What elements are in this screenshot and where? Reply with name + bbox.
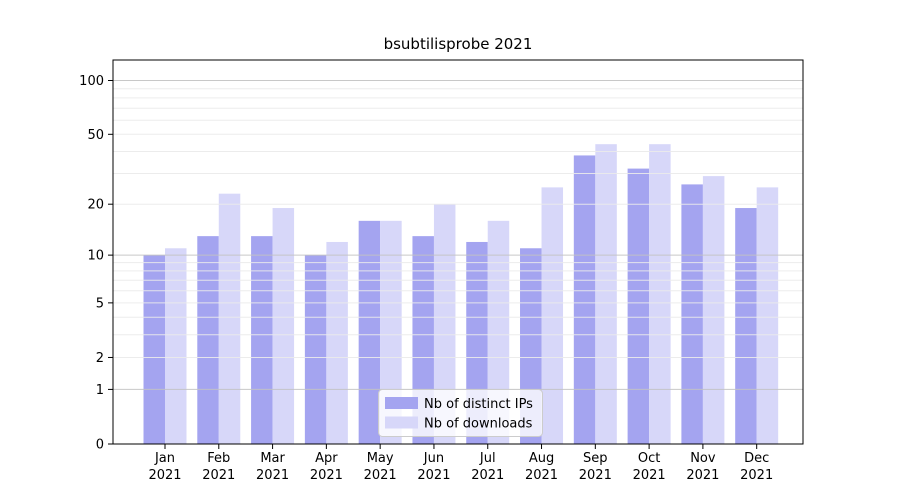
x-tick-label-year: 2021 xyxy=(310,468,343,483)
x-tick-label-year: 2021 xyxy=(256,468,289,483)
legend-label: Nb of distinct IPs xyxy=(424,397,533,412)
x-tick-label-month: Dec xyxy=(744,451,769,466)
bar-downloads-sep xyxy=(595,144,617,445)
y-tick-label: 0 xyxy=(96,438,104,453)
bar-downloads-jun xyxy=(433,204,456,444)
x-tick-label-month: Mar xyxy=(260,451,285,466)
x-tick-label-month: May xyxy=(367,451,394,466)
bar-downloads-dec xyxy=(756,187,779,445)
x-tick-label-year: 2021 xyxy=(633,468,666,483)
bar-downloads-nov xyxy=(702,176,725,444)
x-tick-label-month: Nov xyxy=(690,451,716,466)
x-tick-label-year: 2021 xyxy=(525,468,558,483)
axis-frame xyxy=(112,59,804,445)
bar-distinct-ips-sep xyxy=(573,155,596,445)
bar-distinct-ips-nov xyxy=(681,184,703,445)
bar-distinct-ips-may xyxy=(358,220,381,444)
y-tick-label: 50 xyxy=(87,128,104,143)
x-tick-label-year: 2021 xyxy=(686,468,719,483)
x-tick-label-month: Sep xyxy=(583,451,608,466)
x-tick-label-month: Oct xyxy=(638,451,660,466)
y-tick-label: 20 xyxy=(87,198,104,213)
x-tick-label-year: 2021 xyxy=(417,468,450,483)
bar-downloads-mar xyxy=(272,208,295,444)
y-tick-label: 2 xyxy=(96,351,104,366)
bar-downloads-apr xyxy=(326,241,348,444)
bar-distinct-ips-oct xyxy=(627,168,650,444)
bar-downloads-may xyxy=(380,220,402,444)
x-tick-label-year: 2021 xyxy=(148,468,181,483)
bar-downloads-oct xyxy=(649,144,671,445)
legend-swatch-distinct-ips xyxy=(385,397,418,409)
legend-box xyxy=(378,389,543,437)
x-tick-label-month: Jun xyxy=(423,451,444,466)
bar-downloads-jul xyxy=(487,220,510,444)
bar-distinct-ips-dec xyxy=(735,208,757,444)
bar-downloads-jan xyxy=(165,248,187,444)
y-tick-label: 100 xyxy=(79,74,104,89)
x-tick-label-month: Feb xyxy=(207,451,230,466)
x-tick-label-year: 2021 xyxy=(740,468,773,483)
y-tick-label: 1 xyxy=(96,383,104,398)
bar-distinct-ips-feb xyxy=(197,236,219,444)
bar-downloads-aug xyxy=(541,187,564,445)
bar-distinct-ips-jan xyxy=(143,255,165,444)
x-tick-label-year: 2021 xyxy=(202,468,235,483)
legend-label: Nb of downloads xyxy=(424,417,533,432)
legend-swatch-downloads xyxy=(385,416,418,429)
bar-distinct-ips-mar xyxy=(251,236,273,444)
y-tick-label: 5 xyxy=(96,296,104,311)
x-tick-label-month: Jul xyxy=(479,451,496,466)
x-tick-label-year: 2021 xyxy=(471,468,504,483)
chart-title: bsubtilisprobe 2021 xyxy=(384,35,533,53)
x-tick-label-month: Jan xyxy=(154,451,175,466)
y-tick-label: 10 xyxy=(87,249,104,264)
x-tick-label-month: Aug xyxy=(529,451,554,466)
bar-downloads-feb xyxy=(218,193,241,444)
x-tick-label-year: 2021 xyxy=(579,468,612,483)
x-tick-label-year: 2021 xyxy=(364,468,397,483)
x-tick-label-month: Apr xyxy=(315,451,338,466)
bar-distinct-ips-apr xyxy=(304,255,327,444)
